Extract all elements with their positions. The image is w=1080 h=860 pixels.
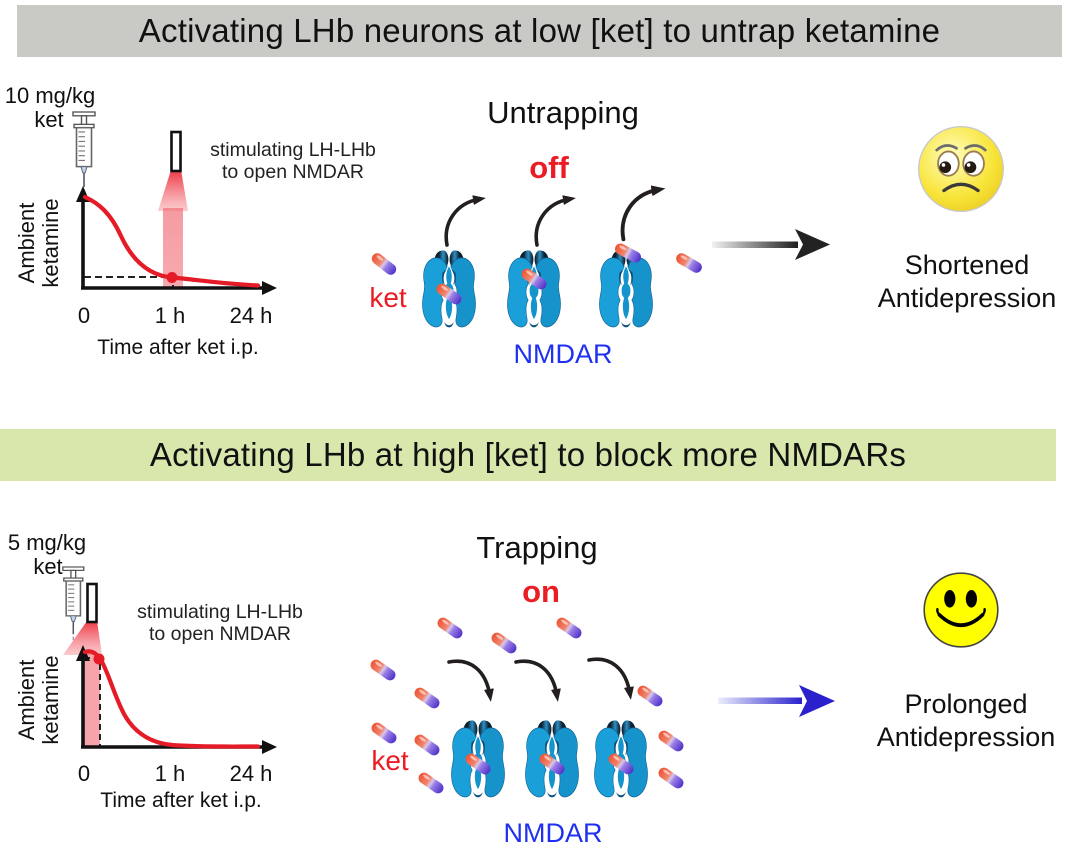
ketamine-pill — [656, 728, 686, 754]
top-ket-label: ket — [369, 282, 407, 313]
trap-arrow-icon — [516, 661, 557, 696]
ketamine-decay-curve — [82, 194, 261, 288]
top-xtick-24h: 24 h — [229, 303, 273, 328]
bottom-result-arrow — [718, 685, 835, 717]
top-process-title: Untrapping — [487, 95, 639, 130]
top-outcome: Shortened Antidepression — [847, 249, 1080, 315]
laser-glow — [63, 621, 102, 655]
stim-timepoint-dot — [166, 272, 178, 283]
top-result-arrow — [712, 229, 830, 260]
ketamine-pill — [435, 615, 465, 641]
ketamine-pill — [369, 251, 399, 277]
untrap-arrow-icon — [623, 190, 659, 240]
bottom-y-axis-label: Ambient ketamine — [14, 655, 63, 745]
top-outcome-line2: Antidepression — [877, 283, 1057, 313]
top-nmdar-label: NMDAR — [513, 339, 613, 369]
ketamine-pill — [674, 251, 704, 275]
top-graph-art — [72, 111, 277, 295]
bottom-outcome-line1: Prolonged — [904, 689, 1028, 719]
laser-beam — [84, 651, 100, 746]
ketamine-pill — [635, 683, 665, 709]
top-xtick-1h: 1 h — [154, 303, 186, 328]
bottom-dose-unit-label: ket — [33, 554, 63, 579]
top-dose-unit-label: ket — [34, 107, 64, 132]
nmdar-receptor — [598, 249, 654, 328]
bottom-outcome-line2: Antidepression — [876, 722, 1056, 752]
happy-face-icon — [922, 571, 1000, 649]
laser-beam — [163, 208, 183, 288]
top-x-axis-label: Time after ket i.p. — [97, 336, 259, 359]
bottom-xtick-1h: 1 h — [154, 761, 186, 786]
top-stim-line1: stimulating LH-LHb — [210, 139, 376, 161]
sad-face-icon — [917, 125, 1005, 213]
laser-glow — [158, 170, 188, 211]
ketamine-pill — [412, 685, 442, 711]
top-y-axis-label: Ambient ketamine — [14, 198, 63, 288]
untrap-arrow-icon — [536, 199, 570, 245]
top-panel-header: Activating LHb neurons at low [ket] to u… — [17, 5, 1062, 57]
ketamine-pill — [369, 720, 399, 746]
optic-fiber-icon — [170, 130, 182, 173]
bottom-panel-header-text: Activating LHb at high [ket] to block mo… — [149, 436, 907, 473]
ketamine-pill — [554, 615, 584, 641]
bottom-ket-label: ket — [371, 745, 409, 776]
untrap-arrow-icon — [446, 199, 480, 245]
bottom-xtick-0: 0 — [77, 761, 91, 786]
bottom-process-state: on — [522, 574, 560, 609]
bottom-x-axis-label: Time after ket i.p. — [100, 789, 262, 812]
bottom-stim-line2: to open NMDAR — [149, 623, 291, 645]
top-process-state: off — [529, 150, 569, 185]
nmdar-receptor — [506, 249, 562, 328]
bottom-stim-caption: stimulating LH-LHb to open NMDAR — [120, 601, 320, 645]
bottom-outcome: Prolonged Antidepression — [846, 688, 1080, 754]
bottom-graph-art — [62, 566, 277, 754]
stim-timepoint-dot — [93, 653, 105, 665]
bottom-xtick-24h: 24 h — [229, 761, 273, 786]
ketamine-pill — [656, 765, 686, 791]
top-panel-header-text: Activating LHb neurons at low [ket] to u… — [138, 12, 941, 49]
trap-arrow-icon — [589, 659, 630, 694]
bottom-panel-header: Activating LHb at high [ket] to block mo… — [0, 429, 1056, 481]
top-xtick-0: 0 — [77, 303, 91, 328]
ketamine-pill — [489, 630, 519, 656]
top-stim-line2: to open NMDAR — [222, 161, 364, 183]
top-stim-caption: stimulating LH-LHb to open NMDAR — [193, 139, 393, 183]
bottom-dose-label: 5 mg/kg — [7, 530, 87, 555]
trap-arrow-icon — [449, 661, 490, 696]
bottom-process-title: Trapping — [476, 530, 598, 565]
optic-fiber-icon — [86, 582, 98, 624]
bottom-nmdar-label: NMDAR — [503, 818, 603, 848]
top-dose-label: 10 mg/kg — [4, 83, 96, 108]
ketamine-decay-curve — [82, 649, 261, 749]
ketamine-pill — [368, 657, 398, 683]
top-outcome-line1: Shortened — [904, 250, 1030, 280]
bottom-stim-line1: stimulating LH-LHb — [137, 601, 303, 623]
